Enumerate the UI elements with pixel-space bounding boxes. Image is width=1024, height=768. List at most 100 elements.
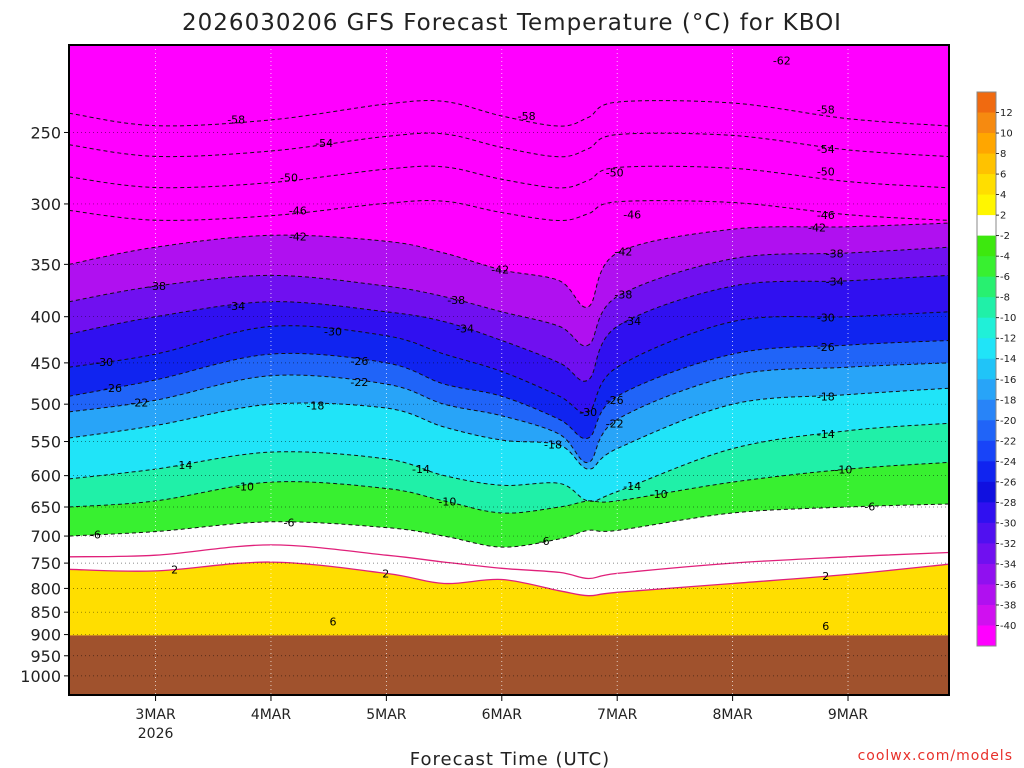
colorbar-label: 4 xyxy=(1000,190,1006,201)
isotherm-label: 6 xyxy=(822,620,829,633)
colorbar-swatch xyxy=(977,338,996,360)
colorbar-swatch xyxy=(977,297,996,319)
y-tick-label: 350 xyxy=(30,255,61,274)
colorbar-label: -20 xyxy=(1000,416,1016,427)
colorbar-label: -18 xyxy=(1000,395,1016,406)
isotherm-label: -62 xyxy=(773,54,791,67)
x-axis-year-label: 2026 xyxy=(138,726,174,742)
colorbar-swatch xyxy=(977,112,996,134)
isotherm-label: 2 xyxy=(382,567,389,580)
y-tick-label: 650 xyxy=(30,498,61,517)
isotherm-label: -14 xyxy=(174,459,192,472)
colorbar-label: -16 xyxy=(1000,375,1016,386)
isotherm-label: -18 xyxy=(817,390,835,403)
colorbar-swatch xyxy=(977,420,996,442)
isotherm-line-minus6 xyxy=(69,503,949,548)
isotherm-label: -10 xyxy=(236,480,254,493)
colorbar-label: 12 xyxy=(1000,108,1013,119)
isotherm-label: -58 xyxy=(817,104,835,117)
isotherm-label: -42 xyxy=(614,246,632,259)
x-tick-label: 4MAR xyxy=(251,707,292,723)
isotherm-label: -34 xyxy=(227,300,245,313)
isotherm-label: -50 xyxy=(817,165,835,178)
colorbar-swatch xyxy=(977,461,996,483)
colorbar-label: -32 xyxy=(1000,539,1016,550)
isotherm-label: -54 xyxy=(817,143,835,156)
isotherm-line-minus42 xyxy=(69,222,949,308)
isotherm-label: -18 xyxy=(306,400,324,413)
colorbar-swatch xyxy=(977,584,996,606)
colorbar-swatch xyxy=(977,194,996,216)
isotherm-line-minus22 xyxy=(69,362,949,463)
colorbar-label: -24 xyxy=(1000,457,1016,468)
colorbar-swatch xyxy=(977,563,996,585)
isotherm-label: -58 xyxy=(227,114,245,127)
credit-link[interactable]: coolwx.com/models xyxy=(858,748,1013,764)
isotherm-label: -10 xyxy=(650,488,668,501)
plot-frame xyxy=(68,44,950,696)
isotherm-label: -26 xyxy=(104,382,122,395)
isotherm-label: -46 xyxy=(623,209,641,222)
isotherm-line-minus18 xyxy=(69,387,949,470)
colorbar-label: 6 xyxy=(1000,170,1006,181)
isotherm-label: -26 xyxy=(350,355,368,368)
isotherm-label: -10 xyxy=(834,464,852,477)
y-tick-label: 600 xyxy=(30,467,61,486)
colorbar-swatch xyxy=(977,317,996,339)
colorbar-label: -10 xyxy=(1000,313,1016,324)
isotherm-label: -22 xyxy=(606,417,624,430)
x-tick-label: 9MAR xyxy=(828,707,869,723)
isotherm-label: -30 xyxy=(817,312,835,325)
y-tick-label: 450 xyxy=(30,354,61,373)
isotherm-label: -22 xyxy=(350,376,368,389)
isotherm-line-minus10 xyxy=(69,461,949,514)
colorbar-label: 8 xyxy=(1000,149,1006,160)
colorbar: 12 10 8 6 4 2 -2 -4 -6 -8 -10 -12 -14 -16 -18 -20 -22 -24… xyxy=(976,91,1016,647)
isotherm-label: -42 xyxy=(808,221,826,234)
isotherm-label: -14 xyxy=(817,428,835,441)
colorbar-label: -2 xyxy=(1000,231,1010,242)
y-tick-label: 550 xyxy=(30,433,61,452)
colorbar-label: -30 xyxy=(1000,518,1016,529)
isotherm-label: -34 xyxy=(623,315,641,328)
isotherm-label: -26 xyxy=(817,341,835,354)
isotherm-line-upper-minus58 xyxy=(69,100,949,127)
isotherm-label: 6 xyxy=(330,615,337,628)
colorbar-swatch xyxy=(977,543,996,565)
isotherm-line-upper-minus50 xyxy=(69,165,949,189)
y-tick-label: 900 xyxy=(30,626,61,645)
colorbar-label: -12 xyxy=(1000,334,1016,345)
isotherm-line-minus14 xyxy=(69,422,949,502)
isotherm-label: -18 xyxy=(544,439,562,452)
isotherm-label: -6 xyxy=(539,535,550,548)
colorbar-swatch xyxy=(977,276,996,298)
colorbar-label: -34 xyxy=(1000,559,1016,570)
isotherm-line-2 xyxy=(69,561,949,597)
colorbar-swatch xyxy=(977,358,996,380)
y-tick-label: 750 xyxy=(30,554,61,573)
isotherm-label: -38 xyxy=(148,280,166,293)
isotherm-line-minus38 xyxy=(69,246,949,347)
isotherm-lines xyxy=(69,100,949,597)
colorbar-swatch xyxy=(977,174,996,196)
x-axis-title: Forecast Time (UTC) xyxy=(410,749,610,768)
isotherm-label: -42 xyxy=(289,231,307,244)
plot-area: 2 2 2 -6 -6 -6 -6 -10 -10 -10 -10 -14 -14 -14 -14 -18 -1… xyxy=(69,45,949,695)
y-tick-label: 300 xyxy=(30,195,61,214)
isotherm-label: -6 xyxy=(864,500,875,513)
colorbar-label: -22 xyxy=(1000,436,1016,447)
colorbar-swatch xyxy=(977,481,996,503)
colorbar-label: 10 xyxy=(1000,129,1013,140)
x-tick-label: 3MAR xyxy=(135,707,176,723)
colorbar-swatch xyxy=(977,379,996,401)
x-axis: 2026 3MAR 4MAR 5MAR 6MAR 7MAR 8MAR 9MAR xyxy=(135,695,868,742)
y-tick-label: 500 xyxy=(30,395,61,414)
band-minus42 xyxy=(69,45,949,308)
colorbar-swatch xyxy=(977,440,996,462)
colorbar-label: -14 xyxy=(1000,354,1016,365)
isotherm-label: -38 xyxy=(826,248,844,261)
colorbar-swatch xyxy=(977,502,996,524)
colorbar-swatch xyxy=(977,92,996,114)
colorbar-swatch xyxy=(977,399,996,421)
isotherm-label: -26 xyxy=(606,394,624,407)
